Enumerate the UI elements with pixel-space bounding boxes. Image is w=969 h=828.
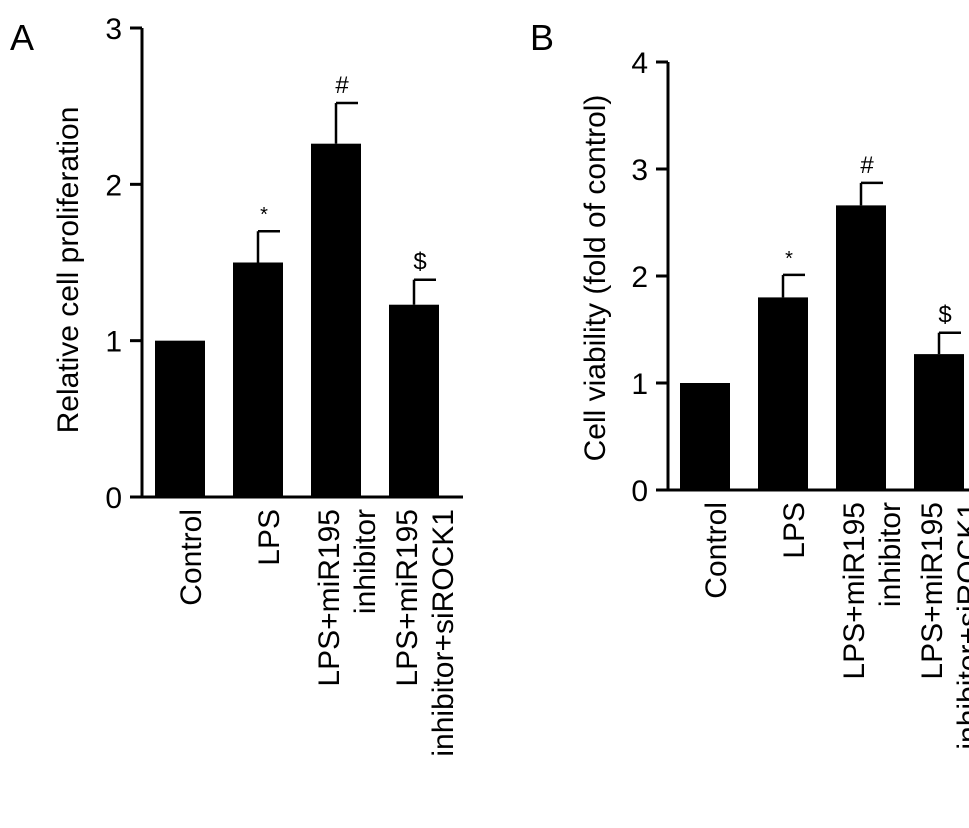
significance-mark-b-3: # <box>860 152 874 179</box>
panel-a: A Relative cell proliferation 0 1 2 3 Contro… <box>10 13 463 757</box>
category-label-b-4: inhibitor+siROCK1 <box>952 502 969 750</box>
category-label-a-2: LPS <box>253 509 286 566</box>
significance-mark-a-4: $ <box>413 249 426 276</box>
y-tick-label-b: 3 <box>631 154 648 187</box>
bar-a-4 <box>389 304 439 497</box>
panel-label-a: A <box>10 17 34 58</box>
y-tick-label-a: 0 <box>105 482 122 515</box>
category-label-a-3: LPS+miR195 <box>313 509 346 687</box>
y-tick-label-b: 4 <box>631 47 648 80</box>
y-tick-label-b: 0 <box>631 475 648 508</box>
category-label-b-2: LPS <box>778 502 811 559</box>
panel-label-b: B <box>530 17 554 58</box>
y-tick-label-a: 3 <box>105 13 122 46</box>
bar-b-4 <box>914 354 964 490</box>
bar-a-2 <box>233 262 283 497</box>
significance-mark-a-2: * <box>260 204 268 226</box>
y-tick-label-a: 2 <box>105 169 122 202</box>
significance-mark-a-3: # <box>335 72 349 99</box>
bar-b-3 <box>836 205 886 490</box>
y-axis-label-a: Relative cell proliferation <box>52 107 85 434</box>
category-label-b-4: LPS+miR195 <box>916 502 949 680</box>
category-label-b-3: LPS+miR195 <box>838 502 871 680</box>
bar-b-2 <box>758 297 808 490</box>
category-label-a-3: inhibitor <box>349 509 382 614</box>
category-label-b-3: inhibitor <box>874 502 907 607</box>
significance-mark-b-2: * <box>785 248 793 270</box>
bar-a-1 <box>155 340 205 497</box>
y-axis-label-b: Cell viability (fold of control) <box>579 95 612 462</box>
significance-mark-b-4: $ <box>938 302 951 329</box>
y-tick-label-a: 1 <box>105 326 122 359</box>
y-tick-label-b: 1 <box>631 368 648 401</box>
category-label-b-1: Control <box>700 502 733 599</box>
category-label-a-1: Control <box>175 509 208 606</box>
bar-a-3 <box>311 143 361 498</box>
bar-b-1 <box>680 383 730 490</box>
category-label-a-4: inhibitor+siROCK1 <box>427 509 460 757</box>
y-tick-label-b: 2 <box>631 261 648 294</box>
panel-b: B Cell viability (fold of control) 0 1 2 3 4… <box>530 17 969 750</box>
category-label-a-4: LPS+miR195 <box>391 509 424 687</box>
